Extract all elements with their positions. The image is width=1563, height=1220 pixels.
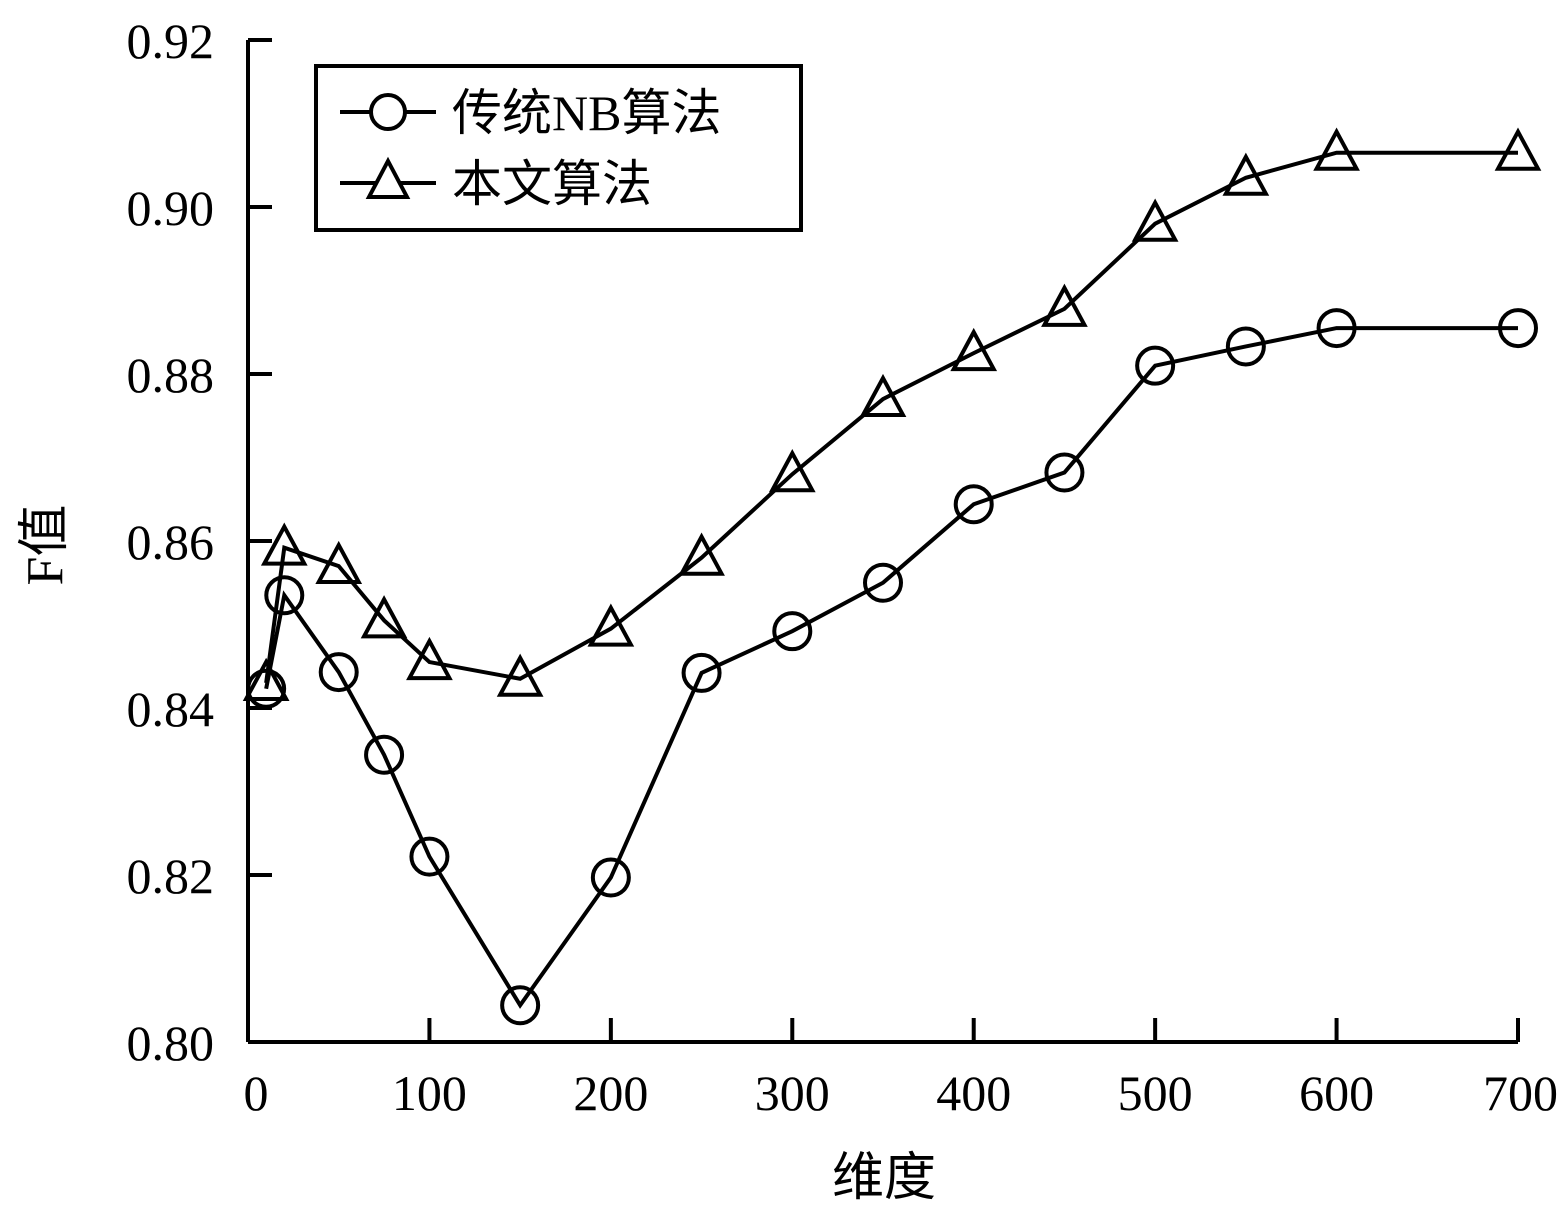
y-tick-label: 0.90 bbox=[127, 180, 215, 236]
data-point-circle bbox=[1225, 326, 1266, 367]
y-tick-label: 0.86 bbox=[127, 514, 215, 570]
data-point-triangle bbox=[768, 448, 816, 493]
data-point-triangle bbox=[678, 532, 725, 576]
x-tick-label: 300 bbox=[755, 1065, 830, 1121]
legend-circle-marker bbox=[369, 93, 407, 131]
y-tick-label: 0.82 bbox=[127, 848, 215, 904]
data-point-circle bbox=[1044, 452, 1085, 493]
x-tick-label: 600 bbox=[1299, 1065, 1374, 1121]
legend-triangle-marker bbox=[365, 156, 411, 199]
data-point-circle bbox=[409, 836, 450, 877]
legend-entry-series-1: 传统NB算法 bbox=[340, 85, 721, 141]
data-point-triangle bbox=[496, 653, 544, 697]
data-point-circle bbox=[953, 484, 994, 525]
legend-box bbox=[314, 64, 803, 232]
data-point-triangle bbox=[1494, 127, 1542, 171]
series-line-2 bbox=[264, 150, 1518, 684]
data-point-circle bbox=[590, 857, 631, 898]
data-point-triangle bbox=[1222, 152, 1270, 196]
data-point-triangle bbox=[315, 540, 363, 585]
y-tick-label: 0.80 bbox=[127, 1015, 215, 1071]
y-tick-label: 0.88 bbox=[127, 347, 215, 403]
data-point-triangle bbox=[242, 657, 290, 701]
data-point-circle bbox=[500, 985, 541, 1026]
data-point-circle bbox=[772, 611, 813, 652]
x-tick-label: 700 bbox=[1483, 1065, 1558, 1121]
y-axis-title: F值 bbox=[17, 505, 74, 586]
data-point-triangle bbox=[1313, 127, 1360, 171]
legend-entry-series-2: 本文算法 bbox=[340, 156, 652, 212]
data-point-triangle bbox=[950, 327, 998, 372]
series-2 bbox=[242, 127, 1542, 701]
data-point-circle bbox=[1498, 308, 1538, 349]
data-point-circle bbox=[681, 652, 722, 693]
series-1 bbox=[246, 308, 1538, 1026]
x-tick-label: 0 bbox=[244, 1065, 269, 1121]
data-point-circle bbox=[1316, 308, 1357, 349]
legend-label-series-2: 本文算法 bbox=[452, 156, 652, 212]
series-line-1 bbox=[264, 326, 1518, 1009]
data-point-triangle bbox=[859, 373, 907, 418]
series-lines bbox=[242, 127, 1542, 1026]
legend: 传统NB算法 本文算法 bbox=[314, 64, 803, 232]
y-tick-label: 0.84 bbox=[127, 681, 215, 737]
data-point-circle bbox=[364, 734, 405, 775]
data-point-circle bbox=[863, 562, 903, 603]
axes: 0.80 0.82 0.84 0.86 0.88 0.90 0.92 0 100 200 300 40… bbox=[127, 13, 1559, 1121]
x-tick-label: 500 bbox=[1118, 1065, 1193, 1121]
data-point-triangle bbox=[1041, 283, 1088, 327]
data-point-triangle bbox=[587, 603, 635, 647]
x-tick-label: 200 bbox=[573, 1065, 648, 1121]
data-point-triangle bbox=[406, 636, 453, 681]
data-point-triangle bbox=[260, 522, 308, 566]
data-point-triangle bbox=[360, 595, 408, 639]
legend-label-series-1: 传统NB算法 bbox=[452, 85, 721, 141]
x-axis-title: 维度 bbox=[832, 1150, 936, 1207]
x-tick-label: 400 bbox=[936, 1065, 1011, 1121]
data-point-circle bbox=[1135, 345, 1176, 386]
y-tick-label: 0.92 bbox=[127, 13, 215, 69]
data-point-triangle bbox=[1131, 198, 1179, 242]
data-point-circle bbox=[318, 652, 359, 693]
data-point-circle bbox=[264, 575, 305, 616]
x-tick-label: 100 bbox=[392, 1065, 467, 1121]
